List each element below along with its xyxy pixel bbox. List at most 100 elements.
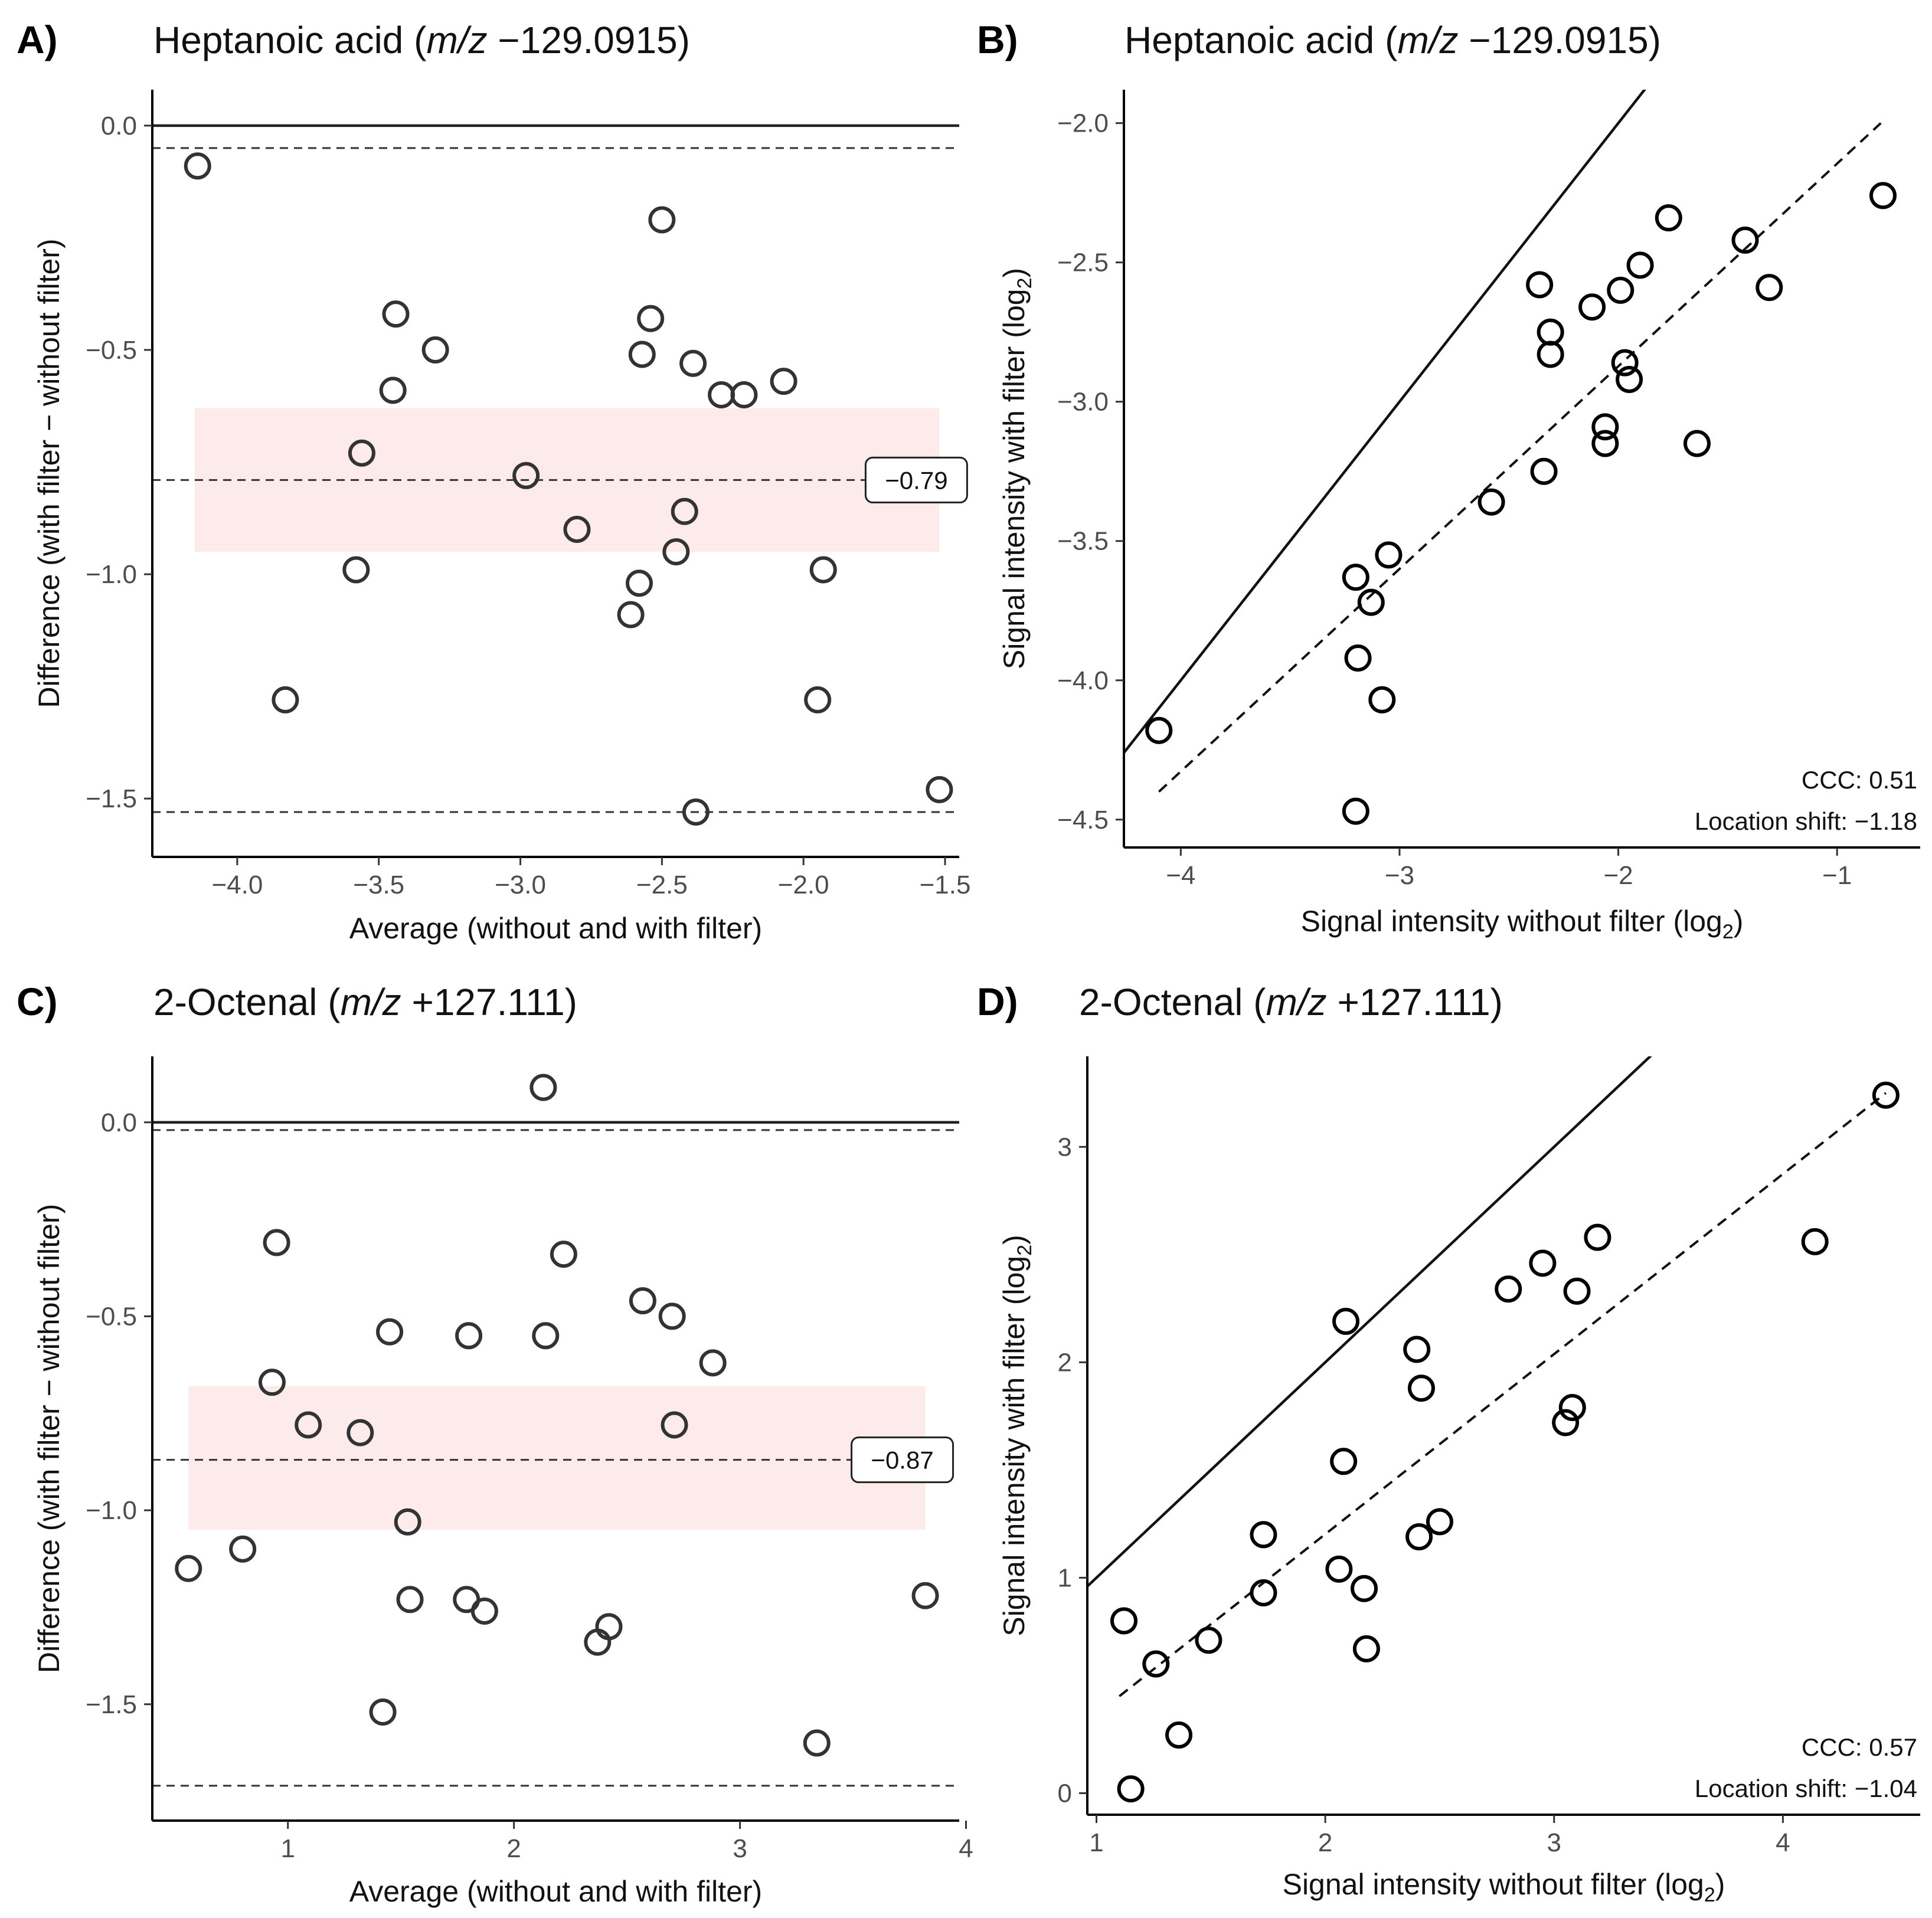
data-point [1342,564,1369,591]
y-axis-title: Signal intensity with filter (log2) [998,268,1036,669]
title-mass: −129.0915) [1459,19,1661,61]
data-point [1352,1635,1380,1662]
data-point [661,1411,688,1439]
y-axis-title: Difference (with filter − without filter… [32,238,66,708]
data-point [1426,1508,1453,1536]
data-point [1325,1555,1353,1583]
data-point [184,152,211,180]
data-point [1801,1228,1829,1255]
data-point [1250,1579,1277,1606]
data-point [648,206,676,234]
x-tick-label: 1 [1089,1828,1103,1857]
title-mass: +127.111) [401,981,577,1023]
y-axis-title-end: ) [998,1235,1031,1245]
data-point [272,686,299,713]
data-point [1477,488,1505,516]
title-compound: 2-Octenal ( [1079,981,1266,1023]
data-point [1351,1575,1378,1602]
data-point [1591,430,1619,457]
x-tick-label: −1 [1822,861,1852,890]
plot-area [1124,90,1897,825]
data-point [1526,271,1554,299]
x-tick-label: 1 [281,1834,295,1863]
data-point [1495,1275,1522,1303]
data-point [679,349,707,377]
ccc-label: CCC: 0.57 [1802,1733,1917,1761]
data-point [671,497,698,525]
data-point [379,377,407,404]
data-point [730,381,758,408]
data-point [342,556,370,584]
y-tick-label: −1.5 [86,784,137,813]
data-point [1731,226,1759,254]
x-tick-label: −4 [1166,861,1195,890]
data-point [1552,1409,1580,1436]
fit-line [1158,122,1882,793]
data-point [1578,293,1606,321]
data-point [229,1535,257,1563]
data-point [1655,204,1682,232]
title-mz: m/z [1397,19,1458,61]
title-mz: m/z [1266,981,1327,1023]
y-tick-label: 0.0 [101,112,137,140]
data-point [1683,430,1711,457]
data-point [1530,457,1558,485]
y-axis-title-main: Signal intensity with filter (log [998,289,1031,669]
x-tick-label: 3 [733,1834,747,1863]
data-point [348,439,375,467]
data-point [532,1322,560,1350]
data-point [804,686,832,713]
x-tick-label: 2 [506,1834,521,1863]
y-tick-label: −2.5 [1057,248,1109,277]
data-point [455,1322,483,1350]
x-axis-title-main: Signal intensity without filter (log [1301,905,1722,938]
data-point [1405,1523,1433,1551]
x-tick-label: −3.0 [495,870,546,899]
data-point [376,1318,404,1346]
data-point [529,1073,557,1101]
fit-line [1119,1092,1887,1697]
panel-letter: D) [977,980,1018,1023]
x-axis-title: Average (without and with filter) [349,1875,762,1908]
mean-label-box [851,1436,954,1484]
y-tick-label: −3.5 [1057,527,1109,556]
data-point [263,1229,290,1256]
data-point [550,1241,577,1268]
x-tick-label: 4 [1776,1828,1790,1857]
data-point [625,569,653,597]
data-point [1110,1607,1138,1635]
panel-title: 2-Octenal (m/z +127.111) [153,981,577,1023]
title-mz: m/z [341,981,401,1023]
y-axis-title-sub: 2 [1014,1245,1036,1256]
y-axis-title-main: Signal intensity with filter (log [998,1256,1031,1636]
y-tick-label: −3.0 [1057,388,1109,417]
x-tick-label: −1.5 [920,870,971,899]
title-mass: +127.111) [1327,981,1503,1023]
data-point [658,1302,686,1330]
y-axis-title: Signal intensity with filter (log2) [998,1235,1036,1636]
data-point [175,1554,202,1582]
data-point [803,1729,831,1757]
data-point [512,462,540,489]
y-tick-label: −0.5 [86,1302,137,1331]
y-tick-label: 2 [1058,1348,1072,1377]
data-point [1626,251,1654,279]
data-point [1344,644,1372,672]
title-compound: Heptanoic acid ( [153,19,426,61]
data-point [1145,716,1173,744]
mean-label-box [864,456,968,503]
mean-label: −0.87 [871,1446,933,1474]
data-point [1869,182,1897,210]
data-point [809,556,837,584]
data-point [1368,686,1396,713]
x-axis-title-end: ) [1734,905,1744,938]
data-point [1332,1308,1360,1336]
data-point [1537,318,1564,346]
data-point [1616,365,1643,393]
data-point [770,368,797,395]
y-tick-label: −1.0 [86,560,137,589]
title-mass: −129.0915) [488,19,690,61]
data-point [1537,341,1564,368]
y-axis-title: Difference (with filter − without filter… [32,1204,66,1673]
